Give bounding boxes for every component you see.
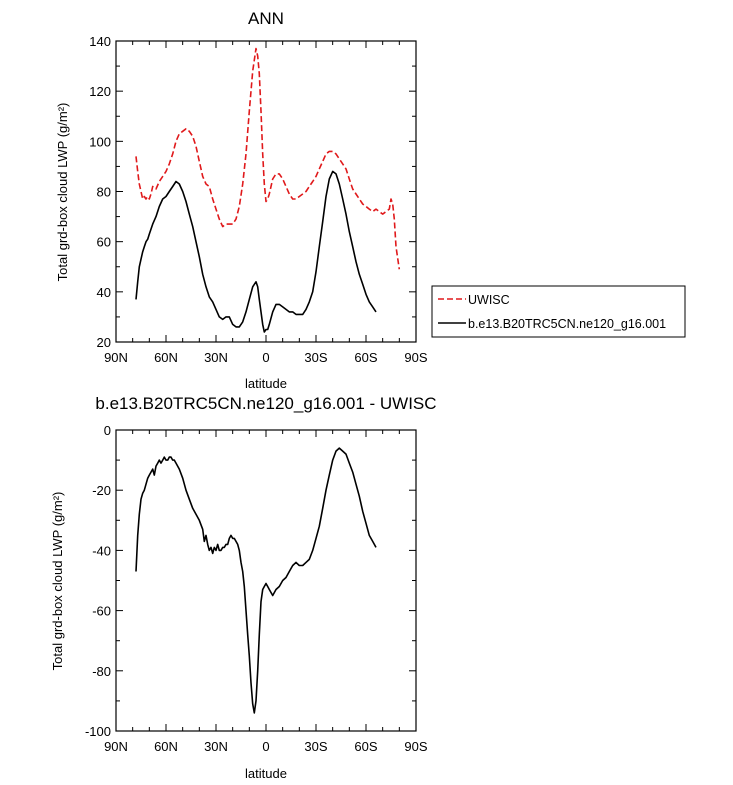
x-tick-label: 90S — [404, 739, 427, 754]
series-line-b-e13-b20trc5cn-ne120-g16-001 — [135, 170, 377, 333]
y-tick-label: 80 — [97, 185, 111, 200]
x-axis-label: latitude — [245, 766, 287, 781]
y-tick-label: -60 — [92, 604, 111, 619]
axis-ticks — [115, 429, 417, 732]
legend: UWISC b.e13.B20TRC5CN.ne120_g16.001 — [431, 285, 686, 338]
x-axis-label: latitude — [245, 376, 287, 391]
x-tick-label: 90S — [404, 350, 427, 365]
y-tick-labels: -100 -80 -60 -40 -20 0 — [85, 423, 111, 739]
series-group — [135, 447, 377, 714]
y-tick-label: 20 — [97, 335, 111, 350]
x-tick-label: 60N — [154, 739, 178, 754]
x-tick-label: 0 — [262, 739, 269, 754]
y-tick-label: 0 — [104, 423, 111, 438]
x-tick-label: 30N — [204, 350, 228, 365]
series-group — [135, 47, 401, 333]
y-tick-label: 120 — [89, 84, 111, 99]
x-tick-label: 60S — [354, 739, 377, 754]
y-axis-label: Total grd-box cloud LWP (g/m²) — [55, 103, 70, 282]
bottom-panel: b.e13.B20TRC5CN.ne120_g16.001 - UWISC 90… — [50, 394, 437, 781]
legend-entry-uwisc: UWISC — [468, 293, 510, 307]
x-tick-label: 90N — [104, 739, 128, 754]
x-tick-label: 30N — [204, 739, 228, 754]
x-tick-label: 30S — [304, 739, 327, 754]
y-tick-label: -100 — [85, 724, 111, 739]
plot-frame — [115, 40, 417, 343]
x-tick-label: 60N — [154, 350, 178, 365]
y-tick-label: -40 — [92, 543, 111, 558]
y-tick-labels: 20 40 60 80 100 120 140 — [89, 34, 111, 350]
top-panel: ANN 90N 60N 30N 0 30S 60S 90S 20 40 60 80 100 120 14… — [55, 9, 428, 391]
y-tick-label: 40 — [97, 285, 111, 300]
axis-ticks — [115, 40, 417, 343]
y-axis-label: Total grd-box cloud LWP (g/m²) — [50, 492, 65, 671]
chart-title: b.e13.B20TRC5CN.ne120_g16.001 - UWISC — [95, 394, 436, 413]
x-tick-labels: 90N 60N 30N 0 30S 60S 90S — [104, 739, 428, 754]
x-tick-label: 90N — [104, 350, 128, 365]
series-line-difference — [135, 447, 377, 714]
y-tick-label: -80 — [92, 664, 111, 679]
series-line-uwisc — [135, 47, 401, 270]
plot-frame — [115, 429, 417, 732]
y-tick-label: 100 — [89, 134, 111, 149]
y-tick-label: -20 — [92, 483, 111, 498]
legend-box — [431, 285, 686, 338]
legend-entry-model: b.e13.B20TRC5CN.ne120_g16.001 — [468, 317, 666, 331]
chart-title: ANN — [248, 9, 284, 28]
x-tick-labels: 90N 60N 30N 0 30S 60S 90S — [104, 350, 428, 365]
x-tick-label: 60S — [354, 350, 377, 365]
x-tick-label: 30S — [304, 350, 327, 365]
y-tick-label: 60 — [97, 235, 111, 250]
x-tick-label: 0 — [262, 350, 269, 365]
y-tick-label: 140 — [89, 34, 111, 49]
